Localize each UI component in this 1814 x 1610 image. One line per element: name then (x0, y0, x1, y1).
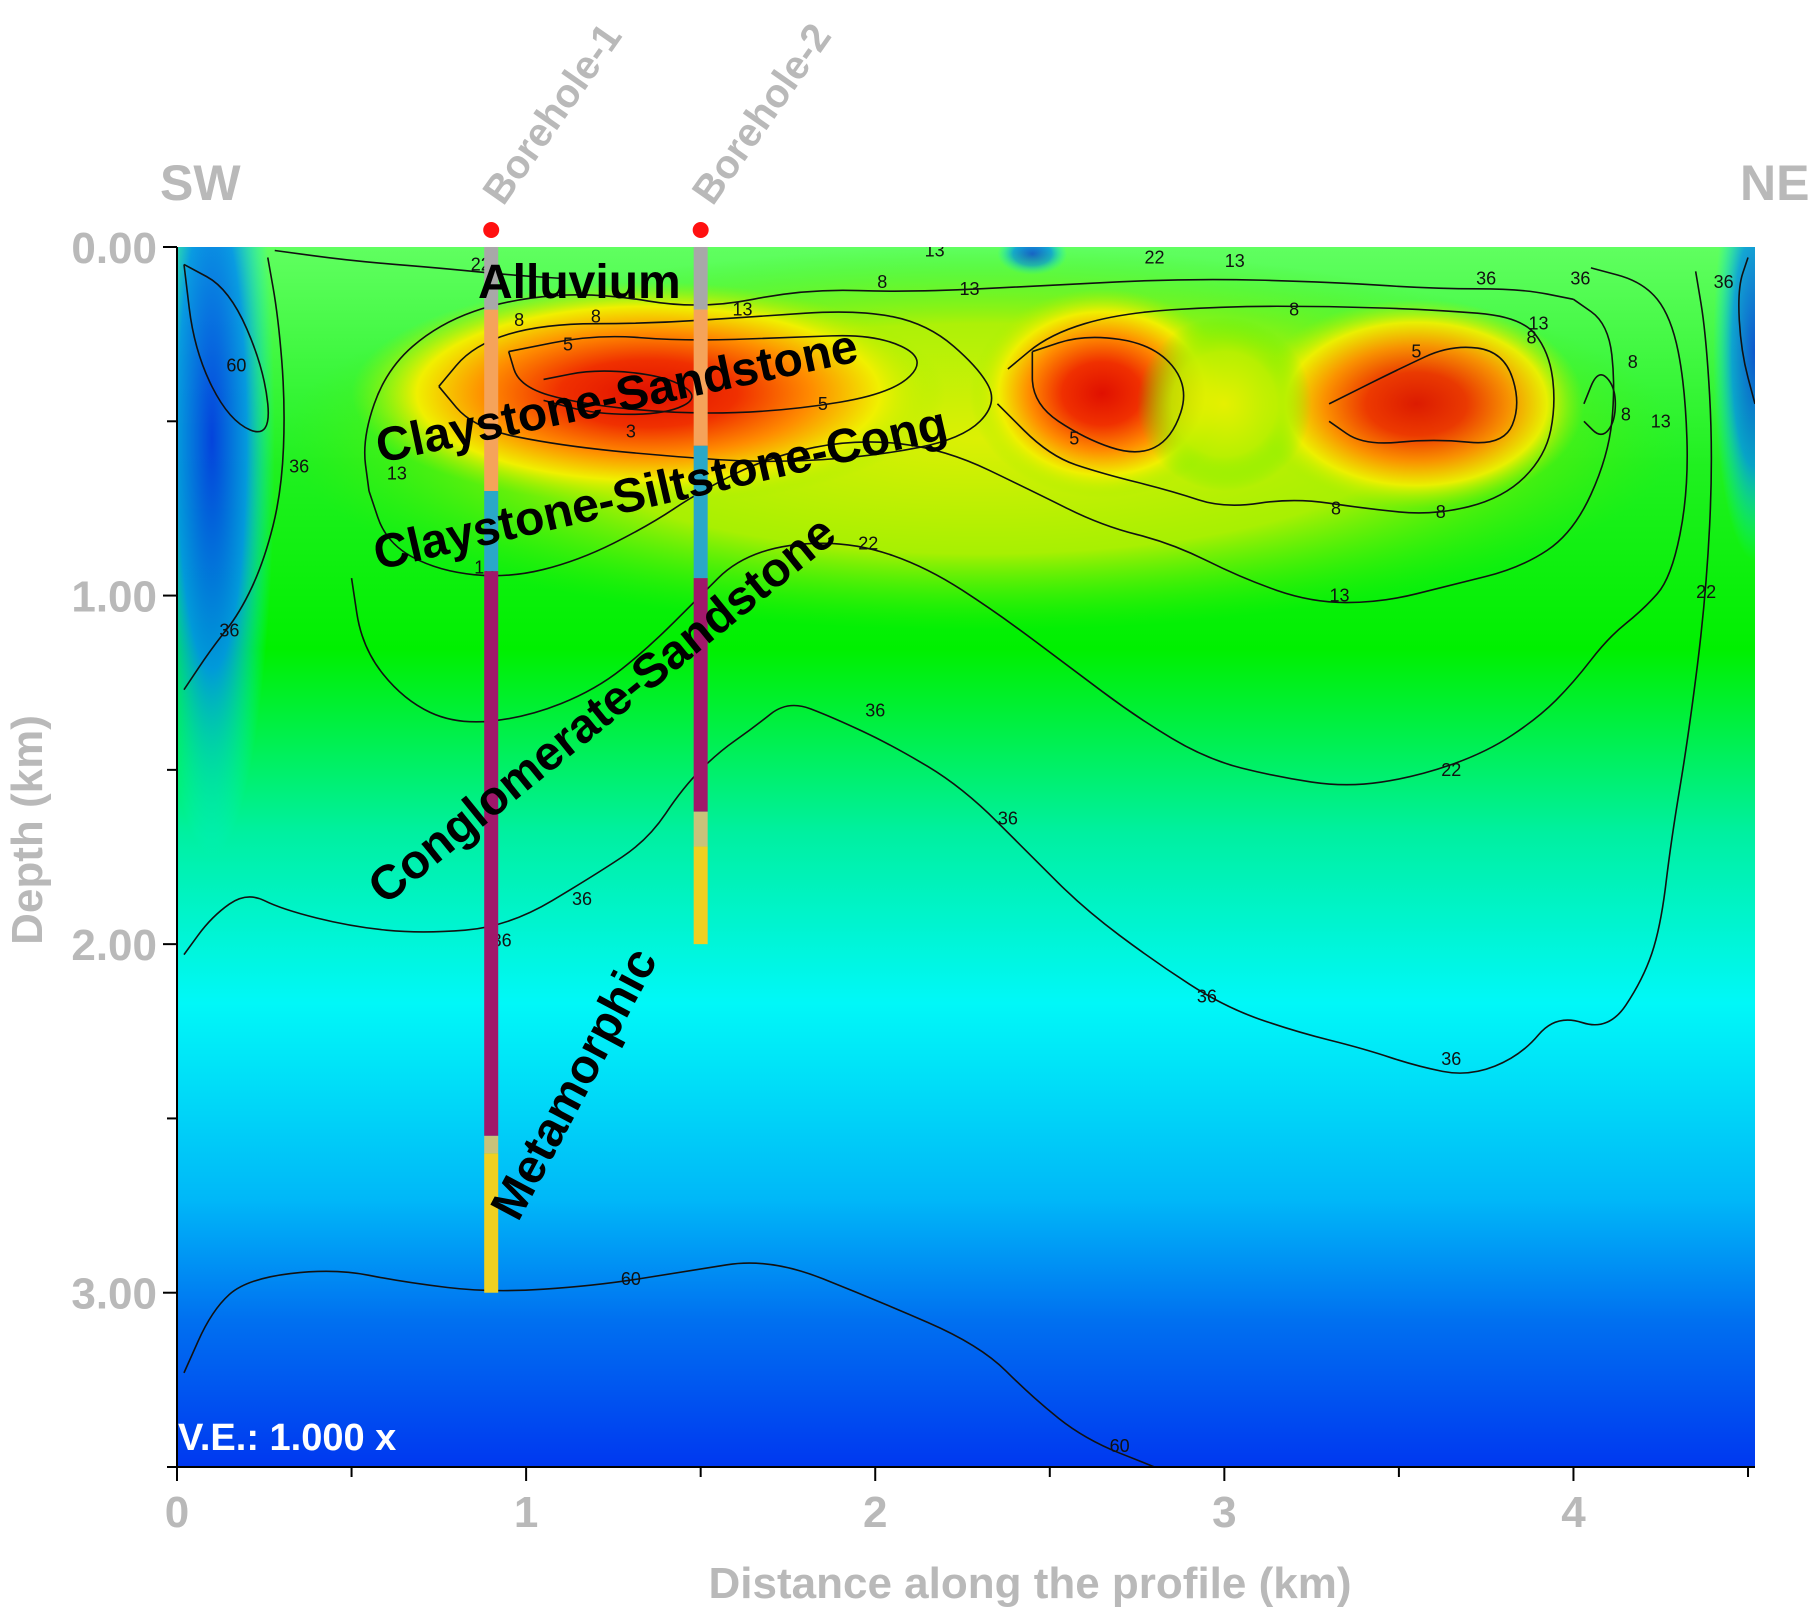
contour-line-36 (183, 257, 285, 691)
contour-label-5: 5 (563, 335, 573, 355)
contour-label-36: 36 (219, 620, 239, 640)
contour-label-8: 8 (1331, 498, 1341, 518)
contour-line-36 (1738, 257, 1755, 405)
contour-label-36: 36 (1570, 268, 1590, 288)
contour-label-13: 13 (1651, 411, 1671, 431)
field-anomaly-7 (1137, 316, 1312, 491)
direction-label-ne: NE (1740, 155, 1809, 211)
unit-label-alluvium: Alluvium (478, 256, 681, 309)
borehole-collar-marker (692, 222, 709, 238)
contour-label-8: 8 (591, 307, 601, 327)
y-tick-label: 3.00 (71, 1270, 157, 1319)
contour-label-36: 36 (289, 457, 309, 477)
x-tick-label: 4 (1561, 1488, 1586, 1537)
contour-label-8: 8 (1289, 300, 1299, 320)
borehole-interval (693, 309, 708, 446)
borehole-interval (693, 811, 708, 847)
contour-label-22: 22 (1145, 247, 1165, 267)
x-axis-title: Distance along the profile (km) (709, 1559, 1352, 1608)
contour-line-8 (438, 311, 993, 463)
contour-label-13: 13 (1225, 251, 1245, 271)
contour-label-36: 36 (1714, 272, 1734, 292)
y-tick-label: 0.00 (71, 224, 157, 273)
y-tick-label: 1.00 (71, 573, 157, 622)
contour-line-5 (1328, 346, 1518, 444)
contour-label-13: 13 (925, 240, 945, 260)
x-tick-label: 3 (1212, 1488, 1236, 1537)
contour-label-60: 60 (1110, 1436, 1130, 1456)
contour-label-8: 8 (1628, 352, 1638, 372)
contour-line-5 (1031, 336, 1185, 453)
borehole-interval (693, 846, 708, 945)
contour-label-13: 13 (387, 464, 407, 484)
borehole-interval (693, 445, 708, 579)
vertical-exaggeration-label: V.E.: 1.000 x (178, 1417, 396, 1459)
borehole-interval (484, 1135, 499, 1154)
contour-label-60: 60 (621, 1269, 641, 1289)
contour-line-13 (368, 298, 1615, 604)
contour-label-8: 8 (514, 310, 524, 330)
contour-label-60: 60 (226, 356, 246, 376)
contour-line-13 (363, 278, 1574, 492)
y-axis-title: Depth (km) (3, 715, 52, 945)
x-tick-label: 1 (514, 1488, 538, 1537)
y-tick-label: 2.00 (71, 921, 157, 970)
contour-label-13: 13 (1330, 586, 1350, 606)
contour-line-5 (507, 334, 918, 414)
contour-label-36: 36 (572, 889, 592, 909)
x-tick-label: 2 (863, 1488, 887, 1537)
borehole-interval (484, 1153, 499, 1293)
contour-label-36: 36 (1476, 268, 1496, 288)
contour-label-36: 36 (865, 701, 885, 721)
contour-label-8: 8 (1436, 502, 1446, 522)
direction-label-sw: SW (160, 155, 241, 211)
borehole-interval (484, 309, 499, 491)
borehole-label: Borehole-1 (475, 16, 631, 212)
velocity-field (177, 247, 1755, 1467)
borehole-interval (693, 578, 708, 812)
borehole-collar-marker (483, 222, 500, 238)
x-tick-label: 0 (165, 1488, 189, 1537)
borehole-interval (484, 491, 499, 572)
contour-label-22: 22 (1441, 760, 1461, 780)
contour-label-8: 8 (1527, 328, 1537, 348)
contour-label-36: 36 (998, 809, 1018, 829)
contour-label-5: 5 (818, 394, 828, 414)
contour-label-5: 5 (1069, 429, 1079, 449)
contour-line-60 (183, 263, 270, 433)
borehole-label: Borehole-2 (684, 16, 840, 212)
contour-line-22 (350, 267, 1689, 786)
contour-label-22: 22 (858, 533, 878, 553)
contour-label-36: 36 (1197, 986, 1217, 1006)
borehole-interval (484, 571, 499, 1136)
contour-line-8 (1583, 374, 1617, 436)
contour-label-13: 13 (1529, 314, 1549, 334)
contour-line-36 (183, 271, 1713, 1074)
field-anomaly-6 (1248, 299, 1584, 509)
contour-label-8: 8 (877, 272, 887, 292)
contour-label-3: 3 (626, 422, 636, 442)
contour-label-8: 8 (1621, 404, 1631, 424)
contour-label-36: 36 (1441, 1049, 1461, 1069)
contour-line-60 (183, 1262, 1155, 1467)
borehole-interval (484, 247, 499, 310)
field-anomaly-0 (177, 247, 275, 857)
contour-label-13: 13 (959, 279, 979, 299)
contour-label-13: 13 (733, 300, 753, 320)
contour-label-5: 5 (1411, 342, 1421, 362)
contour-label-22: 22 (1696, 582, 1716, 602)
contour-line-3 (543, 370, 693, 416)
field-anomaly-1 (1713, 247, 1755, 561)
borehole-interval (693, 247, 708, 310)
axes: 0 1 2 3 4 0.00 1.00 2.00 3.00 (71, 224, 1755, 1537)
contour-line-8 (996, 305, 1555, 514)
